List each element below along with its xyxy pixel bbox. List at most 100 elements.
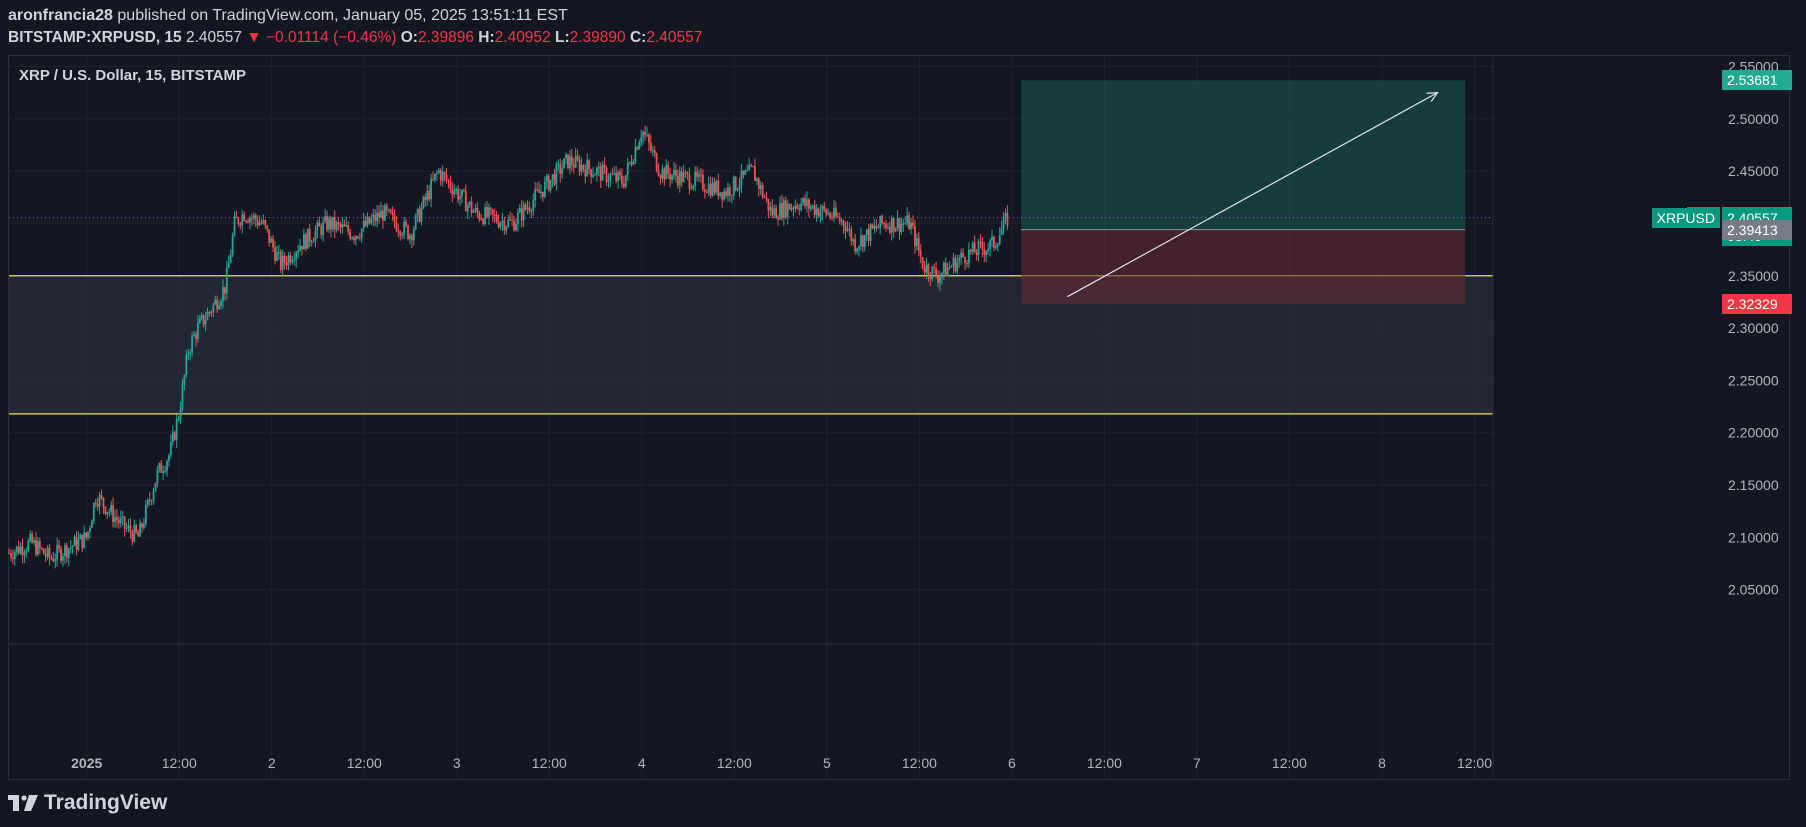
- candle-body: [277, 251, 280, 253]
- price-tick-label: 2.30000: [1728, 320, 1779, 336]
- candle-body: [144, 504, 147, 525]
- candle-body: [725, 191, 727, 197]
- candle-body: [349, 231, 352, 239]
- candle-body: [104, 506, 107, 514]
- candle-body: [759, 185, 762, 189]
- candle-body: [540, 191, 542, 193]
- candle-body: [410, 235, 413, 241]
- candle-body: [1004, 212, 1007, 218]
- candle-body: [912, 222, 914, 226]
- candle-body: [542, 191, 544, 197]
- candle-body: [682, 172, 685, 182]
- candle-body: [836, 216, 839, 218]
- candle-body: [740, 170, 743, 186]
- candle-body: [821, 205, 824, 213]
- trend-arrow-line[interactable]: [1067, 92, 1438, 298]
- candle-body: [46, 547, 49, 557]
- candle-body: [771, 207, 774, 216]
- candle-body: [987, 248, 990, 252]
- candle-body: [750, 165, 752, 167]
- candle-body: [351, 237, 353, 239]
- candle-body: [355, 236, 357, 240]
- candle-body: [796, 205, 799, 209]
- candle-body: [202, 315, 205, 325]
- candle-body: [370, 218, 373, 224]
- candle-body: [87, 531, 89, 538]
- time-tick-label: 2: [268, 755, 276, 771]
- candle-body: [781, 202, 783, 219]
- published-text: published on TradingView.com, January 05…: [117, 7, 568, 24]
- candle-body: [769, 207, 772, 211]
- candle-body: [586, 160, 589, 177]
- candle-body: [532, 200, 535, 211]
- candle-body: [559, 163, 562, 174]
- candle-body: [335, 222, 338, 230]
- candle-body: [470, 201, 473, 213]
- candle-body: [206, 312, 209, 320]
- candle-body: [580, 164, 583, 172]
- candle-body: [395, 222, 398, 231]
- candle-body: [956, 261, 959, 272]
- candle-body: [320, 226, 323, 235]
- candle-body: [15, 546, 18, 553]
- candle-body: [669, 173, 672, 180]
- long-position-profit-zone[interactable]: [1021, 80, 1466, 230]
- tradingview-logo[interactable]: TradingView: [8, 791, 167, 815]
- candle-body: [775, 208, 778, 219]
- candle-body: [952, 257, 955, 267]
- candle-body: [617, 171, 619, 182]
- candle-body: [21, 546, 24, 556]
- candle-body: [863, 235, 866, 248]
- long-position-loss-zone[interactable]: [1021, 229, 1466, 304]
- candle-body: [871, 224, 874, 229]
- price-tick-label: 2.05000: [1728, 582, 1779, 598]
- candle-body: [840, 220, 843, 222]
- candle-body: [252, 215, 255, 219]
- candle-body: [755, 178, 758, 182]
- candle-body: [125, 527, 128, 529]
- candle-body: [245, 220, 247, 222]
- candle-body: [825, 209, 828, 215]
- candle-body: [908, 215, 911, 230]
- symbol-label: BITSTAMP:XRPUSD, 15: [8, 29, 182, 46]
- candle-body: [326, 216, 328, 230]
- candle-body: [69, 547, 72, 549]
- candle-body: [152, 491, 155, 501]
- candle-body: [476, 207, 479, 213]
- candle-body: [92, 502, 95, 521]
- candle-body: [723, 191, 725, 200]
- candle-body: [17, 546, 20, 554]
- candle-body: [804, 198, 806, 206]
- candle-body: [962, 252, 964, 258]
- candle-body: [727, 187, 729, 197]
- candle-body: [698, 174, 700, 177]
- author-name[interactable]: aronfrancia28: [8, 7, 113, 24]
- candle-body: [141, 523, 143, 528]
- candle-body: [383, 205, 386, 221]
- candle-body: [811, 205, 814, 208]
- candle-body: [649, 142, 652, 151]
- candle-body: [96, 503, 99, 507]
- candle-body: [445, 174, 448, 181]
- candle-body: [877, 227, 880, 229]
- candle-body: [719, 192, 722, 197]
- candle-body: [576, 155, 579, 160]
- candle-body: [603, 164, 606, 168]
- candle-body: [879, 215, 882, 228]
- price-tag-label: XRPUSD: [1651, 207, 1720, 228]
- candle-body: [852, 239, 855, 242]
- candle-body: [10, 553, 12, 557]
- candle-body: [457, 189, 460, 200]
- candle-body: [981, 242, 984, 250]
- last-price: 2.40557: [186, 29, 243, 46]
- candle-body: [333, 217, 336, 230]
- candle-body: [468, 201, 471, 205]
- candle-body: [112, 505, 114, 523]
- candle-body: [368, 216, 371, 224]
- time-tick-label: 6: [1008, 755, 1016, 771]
- candle-body: [915, 238, 918, 247]
- candle-body: [432, 179, 434, 181]
- candle-body: [705, 191, 708, 193]
- candle-body: [301, 245, 303, 250]
